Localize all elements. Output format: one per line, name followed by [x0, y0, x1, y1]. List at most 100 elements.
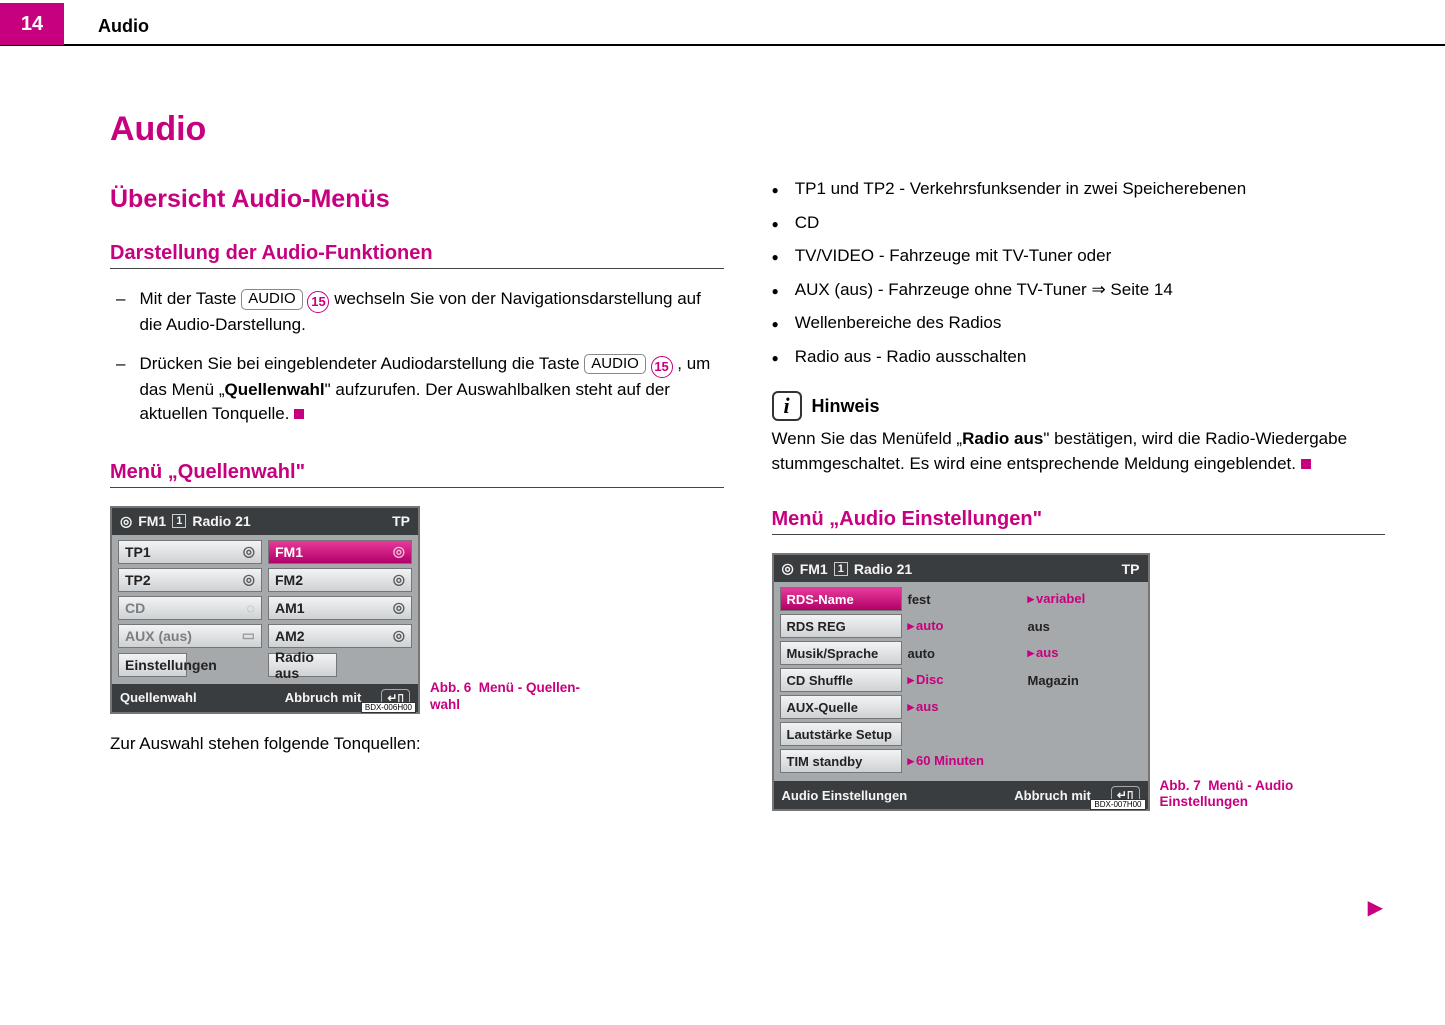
page-number: 14	[0, 3, 64, 45]
settings-option[interactable]: auto	[908, 618, 1022, 634]
antenna-icon: ◎	[393, 571, 405, 588]
radio-header: ◎ FM1 1 Radio 21 TP	[112, 508, 418, 535]
settings-row[interactable]: AUX-Quelle aus	[780, 695, 1142, 719]
radio-screenshot-quellenwahl: ◎ FM1 1 Radio 21 TP TP1◎ FM1◎ TP2◎ FM2◎ …	[110, 506, 420, 714]
audio-key: AUDIO	[241, 289, 303, 310]
dash-list: Mit der Taste AUDIO 15 wechseln Sie von …	[110, 287, 724, 427]
footer-abort: Abbruch mit	[285, 690, 362, 705]
settings-label: Lautstärke Setup	[780, 722, 902, 746]
cell-tp2[interactable]: TP2◎	[118, 568, 262, 592]
radio-footer: Audio Einstellungen Abbruch mit ↵▯ BDX-0…	[774, 781, 1148, 809]
station: Radio 21	[854, 561, 912, 577]
header-section: Audio	[98, 16, 149, 37]
subtitle: Übersicht Audio-Menüs	[110, 185, 724, 214]
antenna-icon: ◎	[120, 513, 132, 530]
radio-grid-bottom: Einstellungen Radio aus	[112, 653, 418, 684]
radio-header: ◎ FM1 1 Radio 21 TP	[774, 555, 1148, 582]
antenna-icon: ◎	[243, 543, 255, 560]
preset: 1	[834, 562, 848, 576]
cell-radio-off[interactable]: Radio aus	[268, 653, 337, 677]
hinweis-text: Wenn Sie das Menüfeld „Radio aus" bestät…	[772, 427, 1386, 476]
heading-quellenwahl: Menü „Quellenwahl"	[110, 461, 724, 488]
settings-row[interactable]: RDS REG autoaus	[780, 614, 1142, 638]
radio-grid: TP1◎ FM1◎ TP2◎ FM2◎ CD◌ AM1◎ AUX (aus)▭ …	[112, 535, 418, 653]
cell-tp1[interactable]: TP1◎	[118, 540, 262, 564]
list-item: AUX (aus) - Fahrzeuge ohne TV-Tuner ⇒ Se…	[772, 277, 1386, 303]
figure-row: ◎ FM1 1 Radio 21 TP RDS-Name fest variabel…	[772, 553, 1386, 811]
figure-caption: Abb. 6 Menü - Quellen­wahl	[430, 680, 585, 714]
settings-option[interactable]: Magazin	[1028, 673, 1142, 688]
list-item: Mit der Taste AUDIO 15 wechseln Sie von …	[110, 287, 724, 338]
end-marker-icon	[1301, 459, 1311, 469]
preset: 1	[172, 514, 186, 528]
list-item: TV/VIDEO - Fahrzeuge mit TV-Tuner oder	[772, 243, 1386, 269]
settings-label: Musik/Sprache	[780, 641, 902, 665]
list-item: CD	[772, 210, 1386, 236]
figure-row: ◎ FM1 1 Radio 21 TP TP1◎ FM1◎ TP2◎ FM2◎ …	[110, 506, 724, 714]
cell-fm2[interactable]: FM2◎	[268, 568, 412, 592]
settings-option[interactable]: aus	[1028, 645, 1142, 661]
cell-fm1[interactable]: FM1◎	[268, 540, 412, 564]
cell-settings[interactable]: Einstellungen	[118, 653, 187, 677]
settings-option[interactable]: fest	[908, 592, 1022, 607]
settings-row[interactable]: Lautstärke Setup	[780, 722, 1142, 746]
page-header: 14 Audio	[0, 0, 1445, 46]
settings-row[interactable]: CD Shuffle Disc Magazin	[780, 668, 1142, 692]
settings-option[interactable]: auto	[908, 646, 1022, 661]
image-code: BDX-006H00	[361, 702, 416, 713]
list-item: Radio aus - Radio ausschalten	[772, 344, 1386, 370]
settings-label: AUX-Quelle	[780, 695, 902, 719]
info-icon: i	[772, 391, 802, 421]
footer-abort: Abbruch mit	[1014, 788, 1091, 803]
antenna-icon: ◎	[243, 571, 255, 588]
heading-functions: Darstellung der Audio-Funktionen	[110, 242, 724, 269]
page-title: Audio	[110, 110, 724, 149]
radio-screenshot-settings: ◎ FM1 1 Radio 21 TP RDS-Name fest variabel…	[772, 553, 1150, 811]
settings-row[interactable]: Musik/Sprache autoaus	[780, 641, 1142, 665]
settings-option[interactable]: Disc	[908, 672, 1022, 688]
antenna-icon: ◎	[782, 560, 794, 577]
settings-label: RDS-Name	[780, 587, 902, 611]
aux-icon: ▭	[242, 627, 255, 644]
radio-footer: Quellenwahl Abbruch mit ↵▯ BDX-006H00	[112, 684, 418, 712]
ref-circle: 15	[307, 291, 329, 313]
antenna-icon: ◎	[393, 543, 405, 560]
settings-label: CD Shuffle	[780, 668, 902, 692]
figure-caption: Abb. 7 Menü - Audio Einstellungen	[1160, 778, 1315, 812]
tp-indicator: TP	[1122, 561, 1140, 577]
paragraph: Zur Auswahl stehen folgende Tonquellen:	[110, 734, 724, 754]
settings-option[interactable]: aus	[908, 699, 1022, 715]
image-code: BDX-007H00	[1090, 799, 1145, 810]
settings-option[interactable]: 60 Minuten	[908, 753, 1142, 769]
settings-row[interactable]: RDS-Name fest variabel	[780, 587, 1142, 611]
band: FM1	[800, 561, 828, 577]
ref-circle: 15	[651, 356, 673, 378]
content: Audio Übersicht Audio-Menüs Darstellung …	[110, 110, 1385, 811]
column-left: Audio Übersicht Audio-Menüs Darstellung …	[110, 110, 724, 811]
settings-option[interactable]: aus	[1028, 619, 1142, 634]
bullet-list: TP1 und TP2 - Verkehrsfunksender in zwei…	[772, 176, 1386, 369]
continue-arrow-icon: ▶	[1368, 895, 1383, 920]
cell-aux[interactable]: AUX (aus)▭	[118, 624, 262, 648]
settings-rows: RDS-NamefestvariabelRDS REGautoausMusik/…	[774, 582, 1148, 781]
disc-icon: ◌	[247, 600, 255, 616]
cell-cd[interactable]: CD◌	[118, 596, 262, 620]
audio-key: AUDIO	[584, 354, 646, 375]
tp-indicator: TP	[392, 513, 410, 529]
settings-row[interactable]: TIM standby 60 Minuten	[780, 749, 1142, 773]
settings-label: TIM standby	[780, 749, 902, 773]
list-item: Wellenbereiche des Radios	[772, 310, 1386, 336]
hinweis-header: i Hinweis	[772, 391, 1386, 421]
station: Radio 21	[192, 513, 250, 529]
text: Mit der Taste	[139, 289, 241, 308]
antenna-icon: ◎	[393, 627, 405, 644]
heading-audio-settings: Menü „Audio Einstellungen"	[772, 508, 1386, 535]
bold: Quellenwahl	[225, 380, 325, 399]
cell-am1[interactable]: AM1◎	[268, 596, 412, 620]
cell-am2[interactable]: AM2◎	[268, 624, 412, 648]
settings-label: RDS REG	[780, 614, 902, 638]
settings-option[interactable]: variabel	[1028, 591, 1142, 607]
list-item: TP1 und TP2 - Verkehrsfunksender in zwei…	[772, 176, 1386, 202]
text: Drücken Sie bei eingeblendeter Audiodars…	[139, 354, 584, 373]
hinweis-label: Hinweis	[812, 396, 880, 417]
